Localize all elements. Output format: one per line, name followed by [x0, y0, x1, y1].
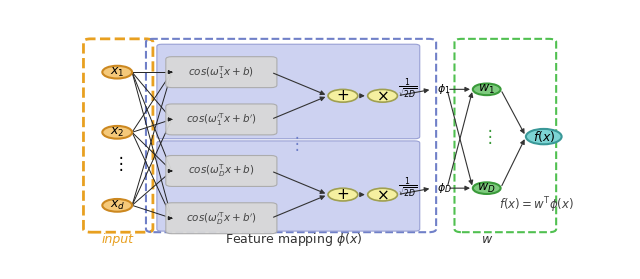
Ellipse shape [102, 66, 132, 78]
FancyBboxPatch shape [166, 104, 277, 135]
Text: $x_d$: $x_d$ [109, 199, 125, 212]
Text: $+$: $+$ [336, 88, 349, 103]
Text: $\frac{1}{\sqrt{2D}}$: $\frac{1}{\sqrt{2D}}$ [398, 175, 417, 201]
Ellipse shape [473, 83, 500, 95]
Ellipse shape [328, 188, 358, 201]
Text: $\phi_1$: $\phi_1$ [437, 82, 451, 96]
Text: $cos(\omega_D^{\mathsf{T}}x+b)$: $cos(\omega_D^{\mathsf{T}}x+b)$ [188, 163, 255, 179]
Ellipse shape [473, 182, 500, 194]
FancyBboxPatch shape [166, 155, 277, 186]
FancyBboxPatch shape [157, 44, 420, 139]
Text: $cos(\omega_D^{\prime\mathsf{T}}x+b')$: $cos(\omega_D^{\prime\mathsf{T}}x+b')$ [186, 210, 257, 227]
Text: $\frac{1}{\sqrt{2D}}$: $\frac{1}{\sqrt{2D}}$ [398, 77, 417, 102]
Text: $x_1$: $x_1$ [110, 66, 124, 79]
Text: $\phi_D$: $\phi_D$ [437, 181, 452, 195]
Text: $f(x) = w^{\mathsf{T}}\phi(x)$: $f(x) = w^{\mathsf{T}}\phi(x)$ [499, 196, 574, 215]
Text: $cos(\omega_1^{\mathsf{T}}x+b)$: $cos(\omega_1^{\mathsf{T}}x+b)$ [188, 64, 254, 81]
Text: $\vdots$: $\vdots$ [111, 154, 123, 173]
Text: input: input [101, 233, 133, 246]
FancyBboxPatch shape [157, 141, 420, 231]
Text: $cos(\omega_1^{\prime\mathsf{T}}x+b')$: $cos(\omega_1^{\prime\mathsf{T}}x+b')$ [186, 111, 257, 128]
Text: $w_1$: $w_1$ [478, 83, 495, 96]
Text: $w$: $w$ [481, 233, 493, 246]
Text: $+$: $+$ [336, 187, 349, 202]
Text: $\times$: $\times$ [376, 187, 389, 202]
Text: $\vdots$: $\vdots$ [481, 127, 492, 146]
FancyBboxPatch shape [166, 203, 277, 234]
Text: $w_D$: $w_D$ [477, 182, 496, 195]
FancyBboxPatch shape [166, 57, 277, 88]
Text: $\times$: $\times$ [376, 88, 389, 103]
Ellipse shape [328, 89, 358, 102]
Ellipse shape [102, 126, 132, 139]
Text: Feature mapping $\phi(x)$: Feature mapping $\phi(x)$ [225, 231, 362, 248]
Text: $\vdots$: $\vdots$ [288, 134, 299, 153]
Text: $x_2$: $x_2$ [110, 126, 124, 139]
Text: $f(x)$: $f(x)$ [532, 129, 555, 144]
Ellipse shape [102, 199, 132, 212]
Ellipse shape [367, 89, 397, 102]
Ellipse shape [367, 188, 397, 201]
Ellipse shape [526, 129, 562, 144]
